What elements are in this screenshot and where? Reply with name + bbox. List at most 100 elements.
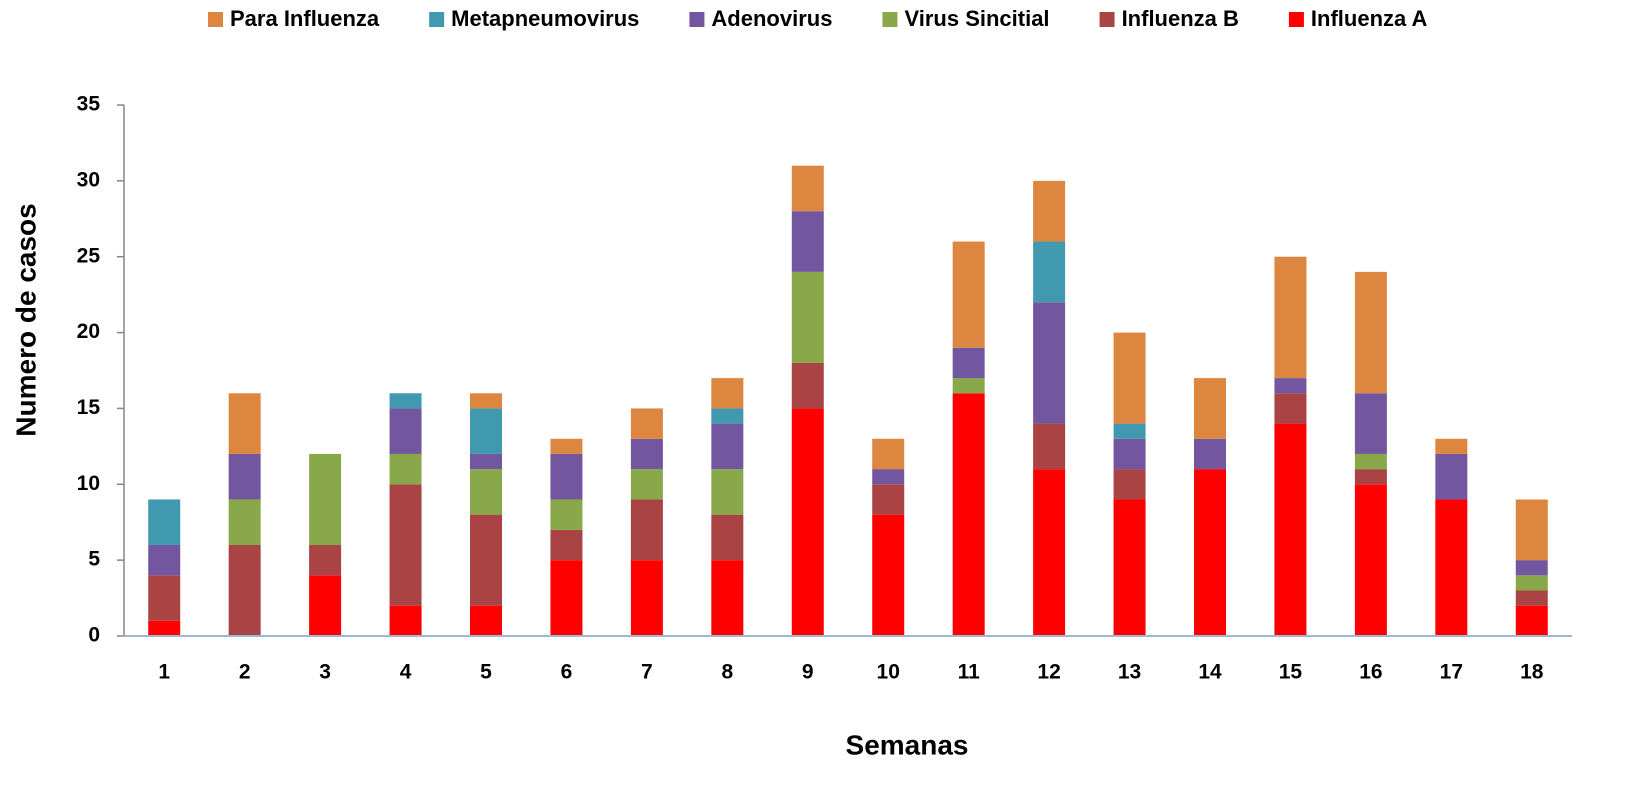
bar-segment bbox=[1435, 453, 1468, 500]
bar-segment bbox=[872, 469, 905, 485]
bar-segment bbox=[1274, 378, 1307, 394]
bar-segment bbox=[1113, 332, 1146, 424]
bar-segment bbox=[550, 499, 583, 530]
bar-segment bbox=[550, 453, 583, 500]
bar-segment bbox=[711, 469, 744, 515]
x-tick-label: 9 bbox=[802, 661, 814, 684]
bar-segment bbox=[1113, 469, 1146, 500]
bar-segment bbox=[309, 575, 342, 636]
bar-segment bbox=[148, 499, 181, 545]
bar-segment bbox=[389, 453, 422, 485]
bar-segment bbox=[630, 560, 663, 636]
bar-segment bbox=[1274, 256, 1307, 379]
x-tick-label: 4 bbox=[400, 661, 412, 684]
y-tick-label: 0 bbox=[88, 624, 100, 647]
bar-segment bbox=[952, 347, 985, 379]
legend-swatch bbox=[882, 12, 898, 27]
y-tick-label: 30 bbox=[77, 168, 100, 191]
bar-segment bbox=[389, 484, 422, 606]
bar-segment bbox=[791, 271, 824, 363]
x-tick-label: 18 bbox=[1520, 661, 1544, 684]
x-tick-label: 10 bbox=[877, 661, 900, 684]
bar-segment bbox=[872, 514, 905, 636]
bar-segment bbox=[872, 438, 905, 470]
bar-segment bbox=[148, 575, 181, 621]
bar-segment bbox=[1354, 453, 1387, 470]
y-tick-label: 35 bbox=[77, 93, 101, 116]
x-tick-label: 16 bbox=[1359, 661, 1382, 684]
bar-segment bbox=[148, 620, 181, 636]
bar-segment bbox=[791, 165, 824, 212]
legend-swatch bbox=[1288, 12, 1304, 27]
bar-segment bbox=[550, 529, 583, 561]
legend-label: Metapneumovirus bbox=[451, 6, 639, 31]
bar-segment bbox=[1113, 423, 1146, 439]
bar-segment bbox=[1354, 469, 1387, 485]
x-tick-label: 1 bbox=[158, 661, 170, 684]
x-tick-label: 7 bbox=[641, 661, 653, 684]
bar-segment bbox=[711, 514, 744, 561]
bar-segment bbox=[389, 408, 422, 454]
x-tick-label: 6 bbox=[561, 661, 573, 684]
bar-segment bbox=[1113, 499, 1146, 636]
bar-segment bbox=[550, 438, 583, 454]
bar-segment bbox=[228, 453, 261, 500]
x-tick-label: 2 bbox=[239, 661, 251, 684]
legend-swatch bbox=[429, 12, 445, 27]
legend-label: Adenovirus bbox=[711, 6, 832, 31]
bar-segment bbox=[1113, 438, 1146, 470]
bar-segment bbox=[952, 378, 985, 394]
bar-segment bbox=[1354, 484, 1387, 636]
legend-label: Para Influenza bbox=[230, 6, 380, 31]
bar-segment bbox=[1435, 499, 1468, 636]
bar-segment bbox=[711, 423, 744, 470]
legend-label: Influenza A bbox=[1311, 6, 1428, 31]
bar-segment bbox=[470, 605, 502, 636]
bar-segment bbox=[711, 408, 744, 424]
bar-segment bbox=[630, 469, 663, 500]
bar-segment bbox=[630, 408, 663, 439]
x-tick-label: 15 bbox=[1279, 661, 1303, 684]
bar-segment bbox=[1515, 560, 1548, 576]
bar-segment bbox=[550, 560, 583, 636]
bar-segment bbox=[1354, 271, 1387, 394]
x-tick-label: 5 bbox=[480, 661, 492, 684]
x-tick-label: 12 bbox=[1037, 661, 1060, 684]
x-tick-label: 3 bbox=[319, 661, 331, 684]
bar-segment bbox=[470, 393, 502, 409]
y-tick-label: 20 bbox=[77, 320, 100, 343]
bar-segment bbox=[1033, 469, 1066, 636]
bar-segment bbox=[1033, 180, 1066, 242]
bar-segment bbox=[872, 484, 905, 515]
bar-segment bbox=[1033, 302, 1066, 424]
x-axis-title: Semanas bbox=[846, 729, 969, 760]
y-tick-label: 15 bbox=[77, 396, 101, 419]
y-tick-label: 5 bbox=[88, 548, 100, 571]
bar-segment bbox=[470, 514, 502, 606]
bar-segment bbox=[228, 393, 261, 454]
bar-segment bbox=[470, 408, 502, 454]
bar-segment bbox=[1274, 393, 1307, 424]
bar-segment bbox=[630, 499, 663, 561]
bar-segment bbox=[711, 378, 744, 409]
bar-segment bbox=[791, 362, 824, 409]
bar-segment bbox=[1515, 575, 1548, 591]
bar-segment bbox=[1033, 241, 1066, 303]
bar-segment bbox=[1515, 590, 1548, 606]
bar-segment bbox=[791, 408, 824, 636]
legend-label: Influenza B bbox=[1122, 6, 1239, 31]
bar-segment bbox=[1515, 605, 1548, 636]
x-tick-label: 17 bbox=[1440, 661, 1463, 684]
bar-segment bbox=[228, 544, 261, 636]
bar-segment bbox=[952, 393, 985, 636]
y-axis-title: Numero de casos bbox=[10, 203, 41, 436]
legend-label: Virus Sincitial bbox=[904, 6, 1049, 31]
y-tick-label: 25 bbox=[77, 244, 101, 267]
x-tick-label: 13 bbox=[1118, 661, 1141, 684]
bar-segment bbox=[1274, 423, 1307, 636]
bar-segment bbox=[1515, 499, 1548, 561]
bar-segment bbox=[952, 241, 985, 348]
x-tick-label: 14 bbox=[1198, 661, 1222, 684]
x-tick-label: 8 bbox=[721, 661, 733, 684]
bar-segment bbox=[389, 605, 422, 636]
